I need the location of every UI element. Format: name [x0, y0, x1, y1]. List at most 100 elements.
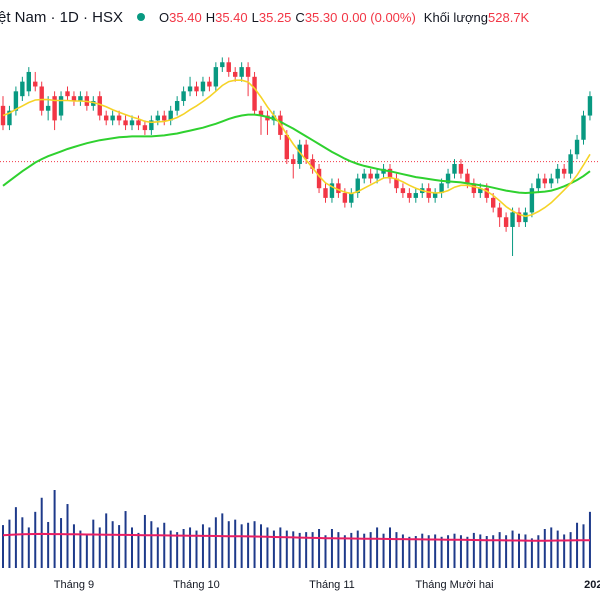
- candle-body: [174, 101, 180, 111]
- symbol-title[interactable]: ệt Nam · 1D · HSX: [0, 8, 124, 26]
- candle-body: [149, 120, 154, 131]
- candle: [226, 57, 231, 77]
- candle: [452, 159, 457, 179]
- chart-header: ệt Nam · 1D · HSX O 35.40 H 35.40 L 35.2…: [0, 6, 600, 28]
- candle: [368, 168, 373, 184]
- candle-body: [542, 178, 547, 184]
- candle: [497, 202, 502, 227]
- candle-body: [220, 62, 225, 68]
- candle: [400, 183, 406, 198]
- candle-body: [439, 183, 444, 194]
- candle: [349, 188, 354, 208]
- candle-body: [555, 168, 560, 179]
- candle-body: [13, 91, 19, 111]
- candle: [142, 120, 148, 135]
- candle-body: [33, 81, 38, 87]
- candle-body: [110, 115, 115, 121]
- candle: [123, 115, 128, 131]
- candle: [413, 188, 418, 203]
- candle: [458, 159, 464, 179]
- candle: [265, 110, 270, 135]
- candle: [252, 71, 257, 116]
- candle: [516, 207, 522, 227]
- candle-body: [136, 120, 141, 126]
- candle-body: [39, 86, 44, 111]
- candle-body: [574, 139, 580, 155]
- candle-body: [362, 173, 367, 179]
- candle: [407, 188, 412, 203]
- candle: [394, 173, 399, 194]
- candle-body: [194, 86, 199, 92]
- candle: [162, 110, 167, 126]
- candle: [168, 105, 173, 126]
- candle: [362, 168, 367, 184]
- candle: [426, 183, 431, 203]
- candle-body: [45, 105, 51, 111]
- candle: [58, 91, 64, 121]
- candle: [316, 163, 322, 194]
- candle-body: [400, 188, 406, 194]
- candle-body: [155, 115, 160, 121]
- candle-body: [523, 212, 528, 223]
- open-label: O: [159, 9, 170, 25]
- candle-body: [452, 163, 457, 174]
- candle-body: [491, 197, 496, 208]
- candle: [91, 96, 96, 111]
- candle-body: [26, 71, 31, 92]
- candle-body: [561, 168, 567, 174]
- candle-body: [355, 178, 360, 194]
- candle-body: [7, 110, 12, 126]
- candle-body: [91, 101, 96, 106]
- candle-body: [245, 67, 251, 77]
- candle: [310, 154, 315, 174]
- low-label: L: [251, 9, 259, 25]
- candle: [39, 81, 44, 116]
- candle-body: [233, 71, 238, 77]
- candle: [471, 178, 477, 198]
- candle: [33, 71, 38, 92]
- candle-body: [71, 96, 77, 102]
- candle-body: [484, 188, 489, 198]
- candle: [136, 115, 141, 131]
- x-tick-label: Tháng 10: [173, 579, 219, 591]
- x-axis: Tháng 9 Tháng 10 Tháng 11 Tháng Mười hai 202…: [54, 579, 600, 591]
- candle-body: [458, 163, 464, 174]
- change-value: 0.00 (0.00%): [341, 9, 416, 25]
- candle-body: [497, 207, 502, 218]
- candle: [0, 96, 6, 131]
- high-label: H: [205, 9, 216, 25]
- candle: [13, 86, 19, 116]
- low-value: 35.25: [258, 9, 292, 25]
- high-value: 35.40: [215, 9, 248, 25]
- candle-body: [258, 110, 264, 116]
- candle: [245, 62, 251, 97]
- candle: [174, 96, 180, 116]
- candle: [549, 173, 554, 189]
- candle: [574, 134, 580, 160]
- candle: [207, 76, 212, 92]
- candle: [149, 115, 154, 135]
- x-tick-label: Tháng 11: [309, 579, 355, 591]
- volume-label: Khối lượng: [423, 9, 489, 25]
- ma-short-line: [2, 79, 591, 218]
- candle-body: [465, 173, 470, 184]
- candle: [181, 86, 186, 106]
- candle: [291, 154, 296, 179]
- candle: [561, 163, 567, 179]
- candle: [555, 163, 560, 184]
- candle-body: [78, 96, 83, 102]
- candle-body: [0, 105, 6, 126]
- x-tick-label: 2026: [584, 579, 600, 591]
- candle: [432, 188, 438, 203]
- candle: [239, 62, 244, 82]
- candle: [529, 183, 535, 218]
- candle-body: [529, 188, 535, 213]
- candle-body: [162, 115, 167, 121]
- candle: [20, 76, 25, 102]
- candle: [52, 91, 57, 131]
- candle-body: [58, 96, 64, 116]
- candle-body: [65, 91, 70, 97]
- candle-body: [252, 76, 257, 111]
- candle: [258, 105, 264, 135]
